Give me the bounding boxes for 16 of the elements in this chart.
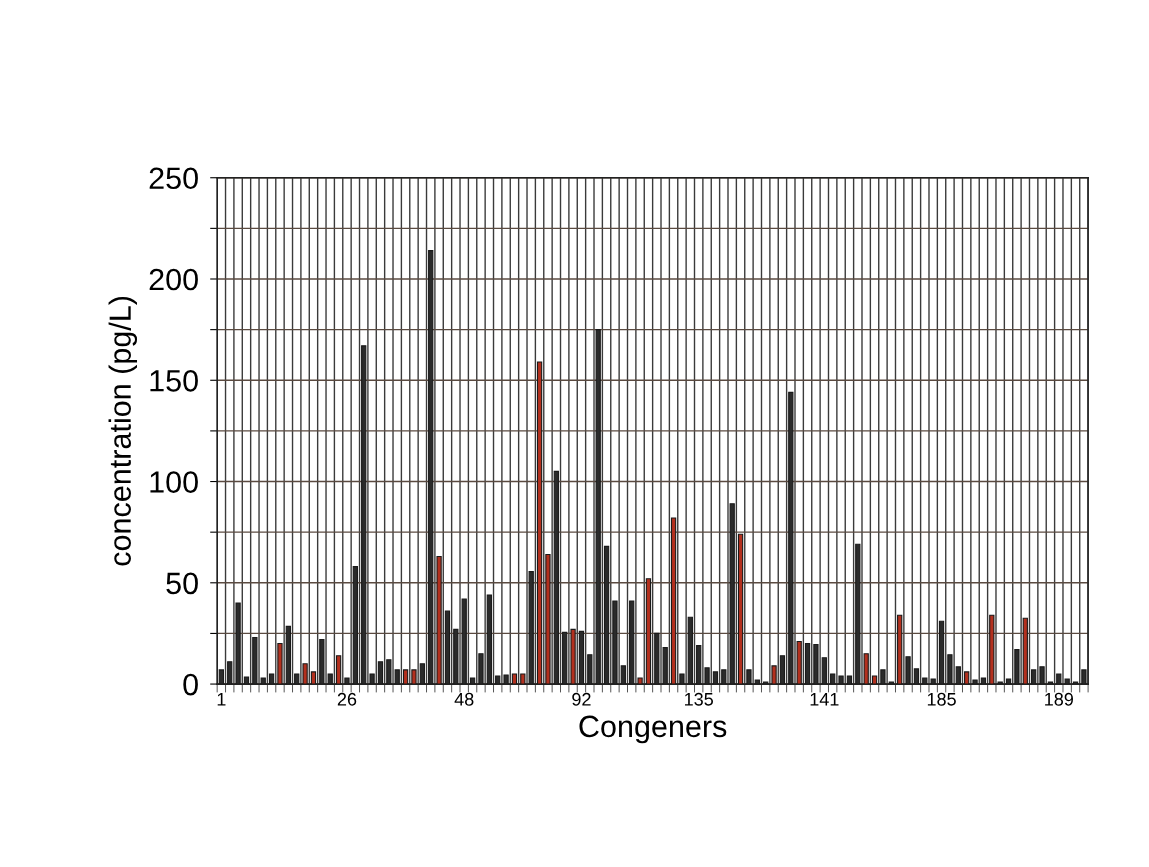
y-tick-label: 200 bbox=[149, 268, 198, 291]
x-tick-label: 92 bbox=[572, 692, 591, 706]
y-tick-label: 100 bbox=[150, 471, 198, 493]
x-tick-label: 26 bbox=[337, 692, 357, 706]
x-tick-label: 189 bbox=[1045, 692, 1073, 706]
x-tick-label: 48 bbox=[454, 692, 474, 706]
y-tick-label: 150 bbox=[150, 370, 198, 392]
x-tick-label: 135 bbox=[685, 692, 713, 706]
y-tick-label: 250 bbox=[149, 167, 198, 190]
y-tick-label: 0 bbox=[183, 673, 198, 696]
y-axis-title: concentration (pg/L) bbox=[108, 296, 138, 566]
y-tick-label: 50 bbox=[166, 572, 198, 595]
x-tick-label: 141 bbox=[810, 693, 839, 706]
x-tick-label: 1 bbox=[217, 693, 226, 706]
x-axis-title: Congeners bbox=[579, 715, 727, 744]
x-tick-label: 185 bbox=[927, 692, 956, 706]
